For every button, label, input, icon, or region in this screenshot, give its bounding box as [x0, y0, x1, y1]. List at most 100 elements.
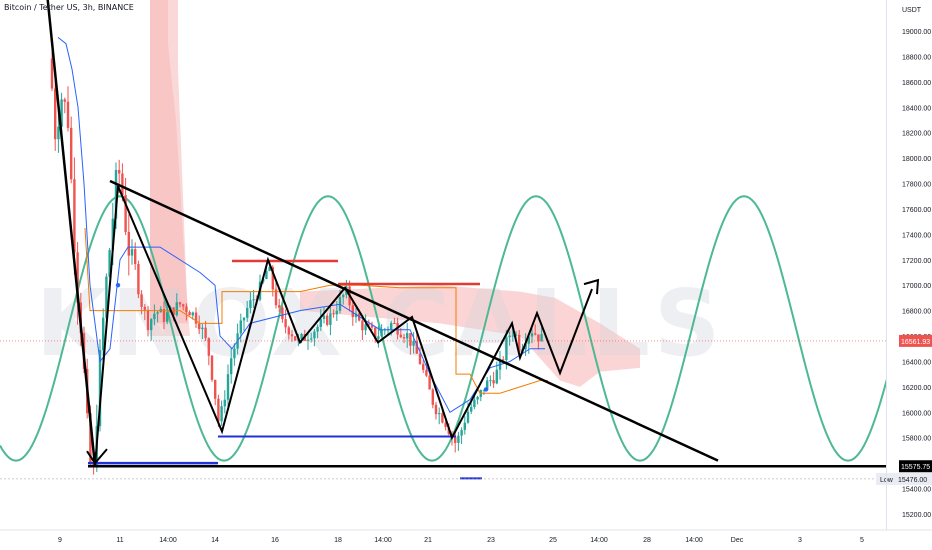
candle-body — [540, 334, 543, 342]
candle-body — [89, 413, 92, 464]
candle-body — [329, 313, 332, 325]
price-tick-label: 17400.00 — [902, 232, 931, 239]
arrow-down-head — [86, 448, 108, 465]
candle-body — [156, 312, 159, 314]
time-tick-label: 3 — [798, 537, 802, 544]
drop-line[interactable] — [46, 0, 97, 466]
candle-body — [294, 336, 297, 341]
candle-body — [335, 310, 338, 315]
candle-body — [508, 335, 511, 338]
candle-body — [326, 315, 329, 325]
price-tick-label: 17800.00 — [902, 182, 931, 189]
tenkan-line — [57, 36, 545, 414]
candle-body — [54, 88, 57, 140]
time-tick-label: 14:00 — [590, 537, 608, 544]
candle-body — [438, 413, 441, 415]
candle-body — [198, 323, 201, 330]
cycle-sine-wave — [0, 195, 897, 462]
candle-body — [502, 359, 505, 361]
candle-body — [473, 399, 476, 408]
candle-body — [194, 312, 198, 324]
time-tick-label: 11 — [116, 537, 123, 544]
candle-body — [191, 312, 194, 316]
candle-body — [537, 334, 540, 342]
candle-body — [377, 336, 380, 339]
time-tick-label: 25 — [549, 537, 557, 544]
candle-body — [210, 355, 214, 380]
candle-body — [178, 302, 182, 305]
price-tick-label: 18600.00 — [902, 80, 931, 87]
candle-body — [201, 327, 204, 330]
price-tick-label: 16200.00 — [902, 385, 931, 392]
candle-body — [146, 309, 150, 331]
candle-body — [463, 422, 466, 430]
candle-body — [434, 404, 438, 415]
candle-body — [425, 369, 428, 376]
candle-body — [124, 195, 127, 233]
candle-body — [460, 429, 463, 436]
axis-unit-label: USDT — [902, 7, 922, 14]
candle-body — [73, 179, 76, 253]
time-tick-label: 23 — [487, 537, 495, 544]
candle-body — [98, 350, 102, 427]
candle-body — [492, 380, 495, 384]
candle-body — [60, 99, 63, 127]
low-value-label: 15476.00 — [898, 477, 927, 484]
candle-body — [204, 327, 207, 339]
price-tick-label: 17000.00 — [902, 283, 931, 290]
time-tick-label: 18 — [334, 537, 342, 544]
candle-body — [214, 379, 217, 399]
candle-body — [230, 358, 233, 375]
candle-body — [175, 302, 178, 316]
zigzag-projection[interactable] — [94, 185, 593, 466]
candle-body — [466, 411, 470, 423]
candle-body — [390, 323, 393, 330]
arrow-up-head — [583, 278, 600, 295]
candle-body — [422, 364, 425, 370]
candle-body — [511, 335, 514, 337]
candle-body — [527, 336, 530, 344]
candle-body — [172, 307, 175, 316]
candle-body — [412, 341, 415, 346]
candle-body — [290, 334, 294, 337]
candle-body — [354, 313, 358, 318]
candle-body — [188, 312, 191, 316]
candle-body — [92, 463, 95, 467]
candle-body — [134, 249, 137, 265]
candle-body — [278, 305, 281, 308]
price-tick-label: 18000.00 — [902, 156, 931, 163]
candle-body — [358, 313, 361, 321]
candle-body — [217, 398, 220, 422]
candle-body — [127, 232, 130, 256]
time-tick-label: Dec — [731, 537, 744, 544]
candle-body — [406, 333, 409, 339]
time-tick-label: 14 — [211, 537, 219, 544]
candle-body — [162, 309, 166, 322]
time-tick-label: 14:00 — [374, 537, 392, 544]
candle-body — [534, 333, 537, 335]
candle-body — [137, 264, 140, 295]
candle-body — [361, 320, 364, 331]
time-tick-label: 9 — [58, 537, 62, 544]
candle-body — [50, 58, 54, 89]
candle-body — [274, 289, 278, 306]
price-tick-label: 18400.00 — [902, 105, 931, 112]
cloud-area-top — [150, 0, 188, 324]
price-tick-label: 16000.00 — [902, 410, 931, 417]
candle-body — [418, 353, 422, 365]
candle-body — [524, 343, 527, 350]
candle-body — [226, 374, 230, 400]
time-tick-label: 14:00 — [159, 537, 177, 544]
kijun-line — [84, 227, 548, 394]
candle-body — [415, 341, 418, 354]
candle-body — [399, 334, 402, 338]
candle-body — [220, 406, 223, 422]
candle-body — [367, 324, 370, 326]
cloud-band — [150, 0, 190, 337]
candle-body — [454, 436, 457, 443]
candle-body — [470, 407, 473, 412]
symbol-header: Bitcoin / Tether US, 3h, BINANCE — [4, 3, 134, 12]
candle-body — [249, 300, 252, 308]
candle-body — [281, 307, 284, 320]
